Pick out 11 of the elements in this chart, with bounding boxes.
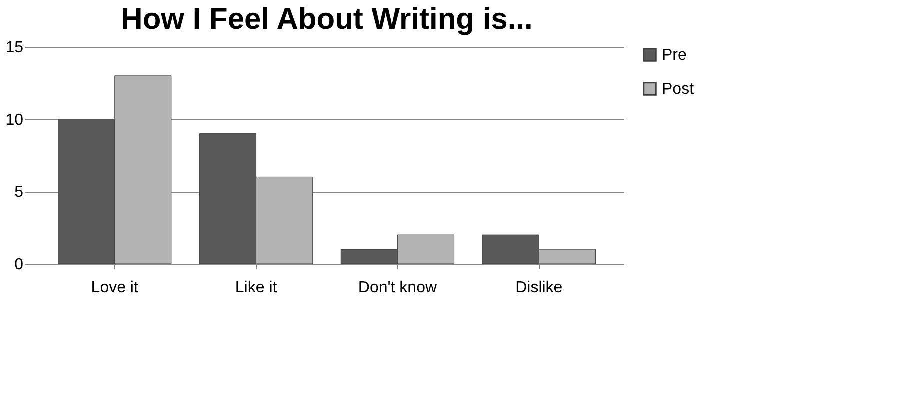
- x-tick-label: Dislike: [516, 280, 563, 296]
- y-tick-label: 5: [14, 184, 24, 202]
- legend-label: Pre: [662, 47, 687, 64]
- x-tick-label: Love it: [91, 280, 139, 296]
- y-tick-label: 15: [6, 40, 24, 56]
- x-tick-label: Like it: [235, 280, 278, 296]
- legend-label: Post: [662, 81, 695, 98]
- chart-title: How I Feel About Writing is...: [121, 3, 533, 36]
- x-tick-label: Don't know: [358, 280, 438, 296]
- y-tick-label: 10: [6, 112, 24, 129]
- y-tick-label: 0: [14, 256, 24, 274]
